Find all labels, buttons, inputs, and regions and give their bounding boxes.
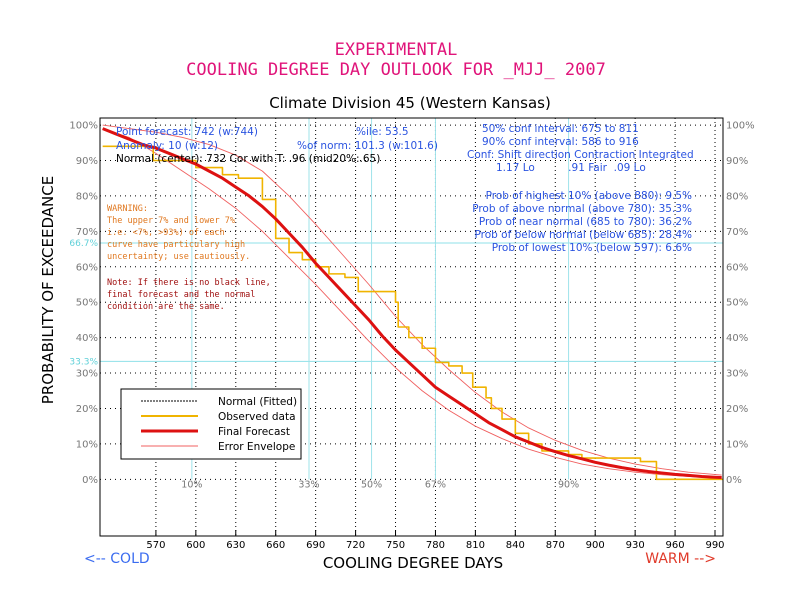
y-tick-label-left-90: 90% xyxy=(76,156,98,167)
probabilities-block: Prob of highest 10% (above 880): 9.5% Pr… xyxy=(472,190,692,254)
y-tick-label-left-40: 40% xyxy=(76,333,98,344)
x-tick-label-780: 780 xyxy=(426,540,445,551)
percentile-label-1: 33% xyxy=(298,479,319,490)
y-tick-label-left-70: 70% xyxy=(76,227,98,238)
warning-line-1: WARNING: xyxy=(107,204,148,214)
legend-label-observed: Observed data xyxy=(218,411,296,423)
final-forecast-line xyxy=(102,127,722,480)
conf-interval-50-text: 50% conf interval: 675 to 811 xyxy=(482,123,639,135)
note-line-3: condition are the same. xyxy=(107,302,225,312)
y-tick-label-right-80: 80% xyxy=(726,191,748,202)
percent-of-normal-text: %of norm: 101.3 (w:101.6) xyxy=(297,140,438,152)
y-tick-label-left-80: 80% xyxy=(76,191,98,202)
x-tick-label-990: 990 xyxy=(705,540,724,551)
warning-line-4: curve have particulary high xyxy=(107,240,245,250)
x-tick-label-720: 720 xyxy=(346,540,365,551)
x-tick-label-900: 900 xyxy=(586,540,605,551)
x-tick-label-930: 930 xyxy=(626,540,645,551)
prob-lowest-10: Prob of lowest 10% (below 597): 6.6% xyxy=(492,242,692,254)
warning-line-3: i.e. <7%, >93%) of each xyxy=(107,228,225,238)
chart-title-line-1: EXPERIMENTAL xyxy=(335,40,458,60)
axis-ticks: 570 600 630 660 690 720 750 780 810 840 870 900 930 9… xyxy=(69,121,754,551)
cyan-level-label-0: 66.7% xyxy=(69,239,98,249)
y-tick-label-left-50: 50% xyxy=(76,298,98,309)
note-line-1: Note: If there is no black line, xyxy=(107,278,271,288)
y-tick-label-left-20: 20% xyxy=(76,404,98,415)
percentile-text: %ile: 53.5 xyxy=(356,126,409,138)
grid-lines: 66.7% 33.3% xyxy=(69,118,723,536)
y-tick-label-right-70: 70% xyxy=(726,227,748,238)
x-tick-label-750: 750 xyxy=(386,540,405,551)
y-tick-label-right-0: 0% xyxy=(726,475,742,486)
x-tick-label-810: 810 xyxy=(466,540,485,551)
x-tick-label-870: 870 xyxy=(546,540,565,551)
y-tick-label-right-60: 60% xyxy=(726,262,748,273)
legend-label-forecast: Final Forecast xyxy=(218,426,290,438)
prob-near-normal: Prob of near normal (685 to 780): 36.2% xyxy=(479,216,692,228)
y-tick-label-left-0: 0% xyxy=(82,475,98,486)
x-tick-label-660: 660 xyxy=(266,540,285,551)
cold-direction-label: <-- COLD xyxy=(84,551,150,567)
y-tick-label-right-40: 40% xyxy=(726,333,748,344)
x-tick-label-570: 570 xyxy=(146,540,165,551)
error-envelope-lower-line xyxy=(102,128,722,479)
y-tick-label-left-100: 100% xyxy=(69,121,98,132)
y-tick-label-right-100: 100% xyxy=(726,121,755,132)
note-block: Note: If there is no black line, final f… xyxy=(107,278,271,312)
confidence-header-text: Conf: Shift direction Contraction Integr… xyxy=(467,149,694,161)
prob-highest-10: Prob of highest 10% (above 880): 9.5% xyxy=(486,190,692,202)
info-box-left: Point forecast: 742 (w:744) Anomaly: 10 … xyxy=(116,126,438,165)
x-tick-label-960: 960 xyxy=(666,540,685,551)
warning-line-5: uncertainty; use cautiously. xyxy=(107,252,250,262)
prob-below-normal: Prob of below normal (below 685): 28.4% xyxy=(475,229,693,241)
warm-direction-label: WARM --> xyxy=(645,551,716,567)
info-box-right: 50% conf interval: 675 to 811 90% conf i… xyxy=(467,123,694,174)
point-forecast-text: Point forecast: 742 (w:744) xyxy=(116,126,258,138)
conf-interval-90-text: 90% conf interval: 586 to 916 xyxy=(482,136,639,148)
note-line-2: final forecast and the normal xyxy=(107,290,255,300)
percentile-label-2: 50% xyxy=(361,479,382,490)
plot-frame xyxy=(99,117,724,537)
cyan-level-label-1: 33.3% xyxy=(69,357,98,367)
normal-center-text: Normal (center): 732 Cor with T: .96 (mi… xyxy=(116,153,380,165)
x-tick-label-840: 840 xyxy=(506,540,525,551)
y-tick-label-right-90: 90% xyxy=(726,156,748,167)
legend-label-normal: Normal (Fitted) xyxy=(218,396,297,408)
y-tick-label-right-50: 50% xyxy=(726,298,748,309)
percentile-label-3: 67% xyxy=(425,479,446,490)
x-tick-label-690: 690 xyxy=(306,540,325,551)
y-tick-label-left-10: 10% xyxy=(76,439,98,450)
confidence-values-text: 1.17 Lo .91 Fair .09 Lo xyxy=(496,162,646,174)
x-tick-label-630: 630 xyxy=(226,540,245,551)
percentile-label-4: 90% xyxy=(558,479,579,490)
legend: Normal (Fitted) Observed data Final Fore… xyxy=(120,388,302,460)
warning-line-2: The upper 7% and lower 7% xyxy=(107,216,235,226)
chart-subtitle: Climate Division 45 (Western Kansas) xyxy=(269,94,551,112)
warning-block: WARNING: The upper 7% and lower 7% i.e. … xyxy=(107,204,250,262)
y-tick-label-right-20: 20% xyxy=(726,404,748,415)
chart-title-line-2: COOLING DEGREE DAY OUTLOOK FOR _MJJ_ 200… xyxy=(186,60,606,80)
prob-above-normal: Prob of above normal (above 780): 35.3% xyxy=(472,203,692,215)
series-lines xyxy=(102,124,723,481)
percentile-label-0: 10% xyxy=(181,479,202,490)
y-tick-label-left-30: 30% xyxy=(76,369,98,380)
y-tick-label-right-10: 10% xyxy=(726,439,748,450)
x-axis-label: COOLING DEGREE DAYS xyxy=(323,554,503,572)
y-tick-label-left-60: 60% xyxy=(76,262,98,273)
legend-label-envelope: Error Envelope xyxy=(218,441,295,453)
y-tick-label-right-30: 30% xyxy=(726,369,748,380)
x-tick-label-600: 600 xyxy=(186,540,205,551)
y-axis-label: PROBABILITY OF EXCEEDANCE xyxy=(39,176,57,404)
anomaly-text: Anomaly: 10 (w:12) xyxy=(116,140,218,152)
